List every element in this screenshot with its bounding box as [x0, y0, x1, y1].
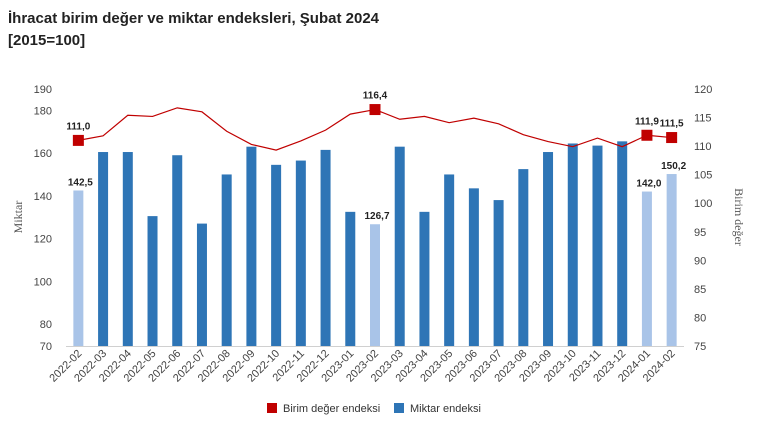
left-tick-label: 190: [34, 84, 52, 96]
legend: Birim değer endeksi Miktar endeksi: [267, 403, 481, 415]
left-axis: 70 80 100 120 140 160 180 190 Miktar: [11, 84, 52, 353]
left-tick-label: 140: [34, 191, 52, 203]
right-tick-label: 90: [694, 255, 706, 267]
line-label-2024-02: 111,5: [660, 119, 684, 130]
bar-2023-12: [617, 141, 628, 346]
line-series: [72, 104, 678, 151]
bar-2023-04: [419, 211, 430, 346]
bar-label-2023-02: 126,7: [364, 211, 389, 222]
bar-2023-11: [592, 145, 603, 346]
right-tick-label: 105: [694, 170, 712, 182]
line-label-2022-02: 111,0: [66, 121, 90, 132]
bar-2022-09: [246, 146, 257, 346]
right-axis-title: Birim değer: [732, 188, 746, 246]
left-axis-title: Miktar: [11, 201, 25, 234]
chart-title-block: İhracat birim değer ve miktar endeksleri…: [8, 8, 379, 52]
bar-2022-06: [172, 155, 183, 346]
right-tick-label: 100: [694, 198, 712, 210]
bar-2022-05: [147, 216, 158, 346]
bar-2022-03: [98, 152, 109, 346]
bar-2022-12: [320, 149, 331, 346]
bar-2023-03: [394, 146, 405, 346]
bar-2024-02: [666, 174, 677, 346]
right-tick-label: 85: [694, 284, 706, 296]
left-tick-label: 120: [34, 234, 52, 246]
right-tick-label: 95: [694, 227, 706, 239]
right-tick-label: 120: [694, 84, 712, 96]
line-marker-2024-02: [666, 132, 678, 144]
bar-label-2024-01: 142,0: [636, 179, 661, 190]
bar-2023-05: [444, 174, 455, 346]
bar-2023-02: [370, 224, 380, 346]
bar-2023-01: [345, 211, 356, 346]
right-tick-label: 110: [694, 141, 712, 153]
bar-series: [73, 141, 677, 346]
left-tick-label: 180: [34, 105, 52, 117]
bar-2023-09: [543, 152, 554, 346]
chart-subtitle: [2015=100]: [8, 32, 86, 49]
legend-swatch-miktar: [394, 403, 404, 413]
bar-2023-06: [468, 188, 479, 346]
line-label-2024-01: 111,9: [635, 116, 659, 127]
right-tick-label: 80: [694, 312, 706, 324]
line-marker-2023-02: [369, 104, 381, 116]
bar-2023-08: [518, 169, 529, 346]
bar-2023-07: [493, 200, 504, 346]
right-tick-label: 115: [694, 113, 712, 125]
bar-label-2024-02: 150,2: [661, 161, 686, 172]
left-tick-label: 160: [34, 148, 52, 160]
bar-2022-04: [122, 152, 133, 346]
legend-swatch-birim: [267, 403, 277, 413]
line-marker-2022-02: [72, 134, 84, 146]
right-tick-label: 75: [694, 341, 706, 353]
chart-title: İhracat birim değer ve miktar endeksleri…: [8, 10, 380, 27]
bar-label-2022-02: 142,5: [68, 177, 93, 188]
legend-label-miktar: Miktar endeksi: [410, 403, 481, 415]
left-tick-label: 70: [40, 341, 52, 353]
bar-2022-11: [295, 160, 306, 346]
bar-2022-07: [196, 223, 207, 346]
legend-label-birim: Birim değer endeksi: [283, 403, 380, 415]
bar-2024-01: [641, 191, 652, 346]
bar-2022-08: [221, 174, 232, 346]
left-tick-label: 100: [34, 276, 52, 288]
bar-2023-10: [567, 143, 578, 346]
right-axis: 75 80 85 90 95 100 105 110 115 120 Birim değer: [694, 84, 746, 353]
x-axis: 2022-022022-032022-042022-052022-062022-…: [47, 346, 684, 385]
line-label-2023-02: 116,4: [363, 91, 388, 102]
bar-2022-10: [271, 164, 282, 346]
bar-2022-02: [73, 190, 84, 346]
left-tick-label: 80: [40, 319, 52, 331]
line-marker-2024-01: [641, 129, 653, 141]
